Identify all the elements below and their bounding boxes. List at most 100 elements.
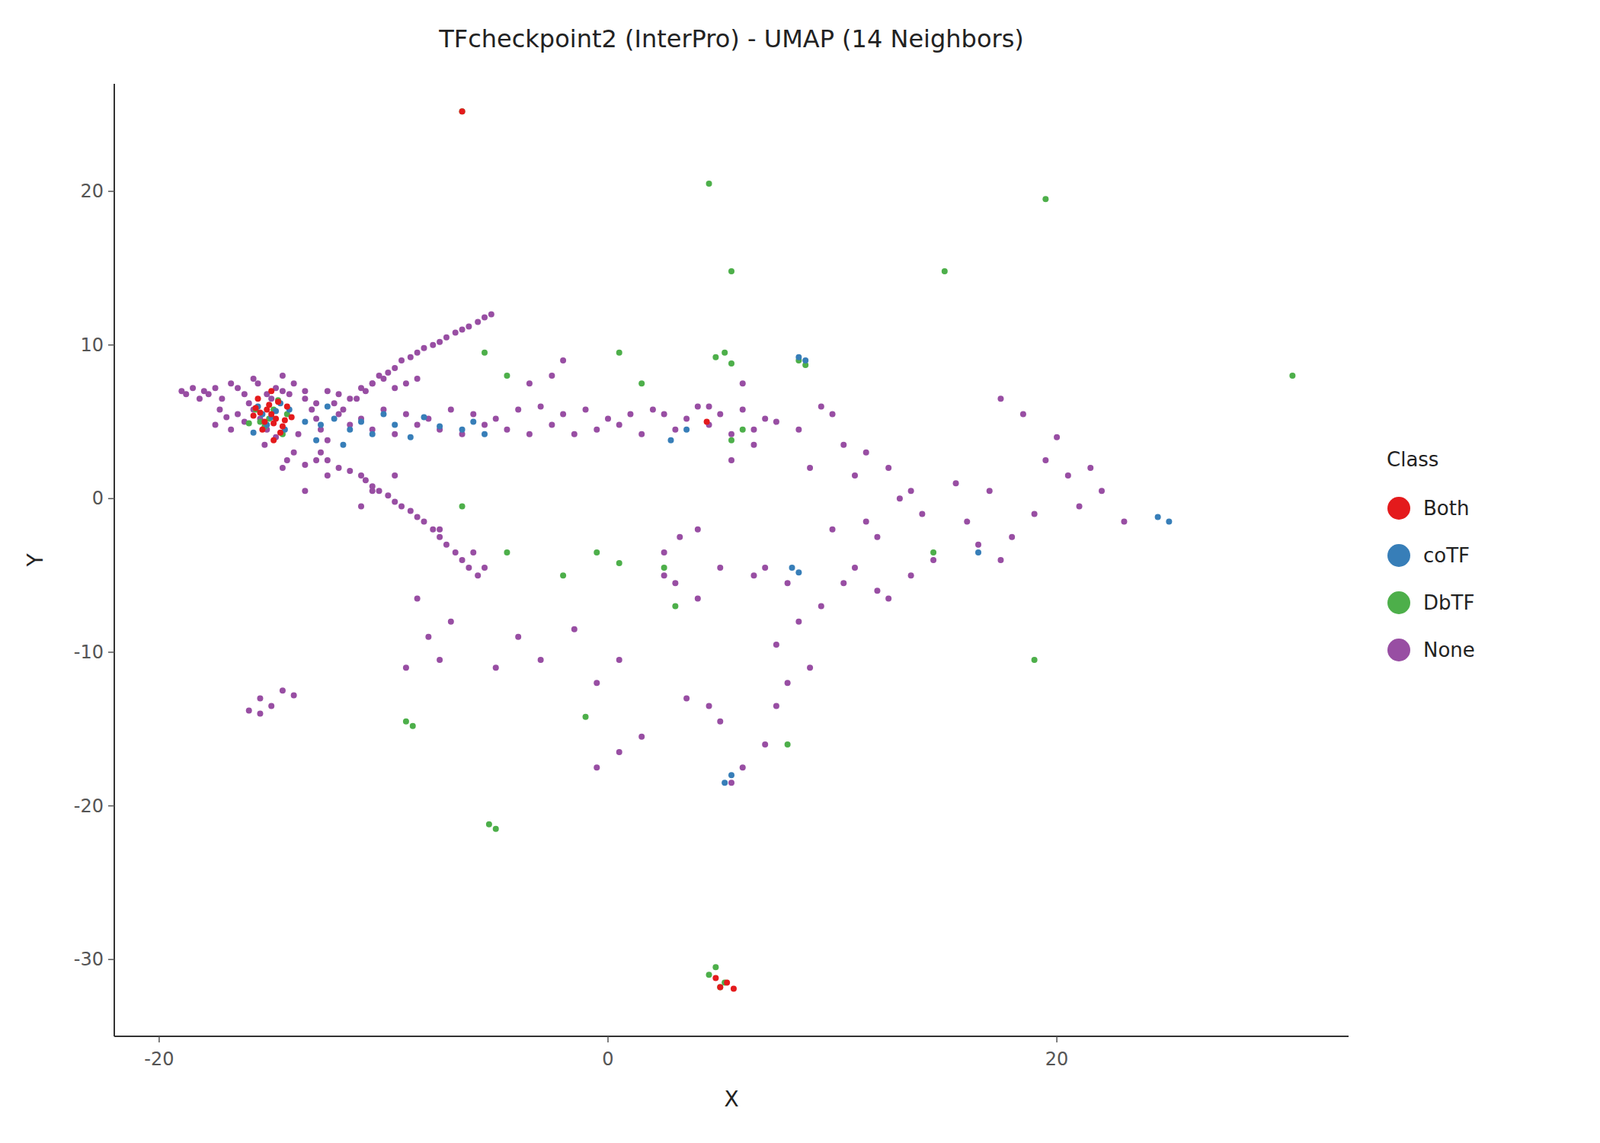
title: TFcheckpoint2 (InterPro) - UMAP (14 Neig… bbox=[438, 24, 1024, 54]
point bbox=[728, 360, 735, 367]
point bbox=[301, 419, 308, 426]
point bbox=[997, 395, 1004, 402]
point bbox=[716, 718, 724, 725]
point bbox=[291, 449, 298, 456]
point bbox=[661, 410, 668, 417]
point bbox=[1065, 472, 1072, 479]
point bbox=[250, 375, 257, 382]
point bbox=[789, 564, 796, 571]
point bbox=[324, 437, 331, 444]
point bbox=[268, 395, 275, 402]
point bbox=[414, 375, 421, 382]
point bbox=[672, 579, 679, 586]
point bbox=[353, 395, 360, 402]
point bbox=[459, 108, 466, 115]
point bbox=[398, 502, 405, 509]
x-tick bbox=[158, 1036, 160, 1043]
point bbox=[537, 403, 544, 410]
legend-label: None bbox=[1423, 638, 1476, 662]
point bbox=[486, 821, 493, 828]
point bbox=[863, 518, 870, 525]
point bbox=[301, 487, 308, 494]
point bbox=[795, 569, 802, 576]
y-tick-label: 20 bbox=[80, 180, 104, 202]
point bbox=[773, 419, 780, 426]
point bbox=[277, 429, 284, 436]
point bbox=[234, 384, 241, 391]
point bbox=[448, 406, 455, 413]
point bbox=[407, 434, 414, 441]
x-axis-line bbox=[114, 1035, 1349, 1037]
point bbox=[336, 410, 343, 417]
point bbox=[488, 310, 495, 317]
point bbox=[840, 441, 847, 448]
point bbox=[863, 449, 870, 456]
point bbox=[339, 441, 346, 448]
point bbox=[279, 423, 286, 430]
point bbox=[616, 349, 623, 356]
point bbox=[324, 457, 331, 464]
point bbox=[930, 549, 937, 556]
point bbox=[250, 429, 257, 436]
point bbox=[459, 502, 466, 509]
point bbox=[246, 420, 253, 427]
point bbox=[218, 395, 225, 402]
x-tick-label: 0 bbox=[601, 1048, 614, 1070]
point bbox=[313, 400, 320, 407]
point bbox=[728, 779, 735, 786]
point bbox=[391, 364, 398, 372]
point bbox=[308, 406, 315, 413]
point bbox=[212, 384, 219, 391]
point bbox=[593, 764, 600, 771]
point bbox=[452, 329, 459, 336]
series-points bbox=[250, 354, 1173, 786]
point bbox=[398, 357, 405, 364]
point bbox=[288, 414, 295, 421]
point bbox=[403, 664, 410, 671]
point bbox=[560, 410, 567, 417]
point bbox=[1053, 434, 1060, 441]
point bbox=[750, 426, 757, 433]
point bbox=[593, 679, 600, 686]
point bbox=[683, 416, 690, 423]
point bbox=[403, 410, 410, 417]
point bbox=[885, 464, 892, 471]
y-tick-label: -30 bbox=[73, 948, 104, 970]
point bbox=[268, 703, 275, 710]
point bbox=[548, 372, 555, 379]
point bbox=[259, 426, 266, 433]
point bbox=[1031, 656, 1038, 663]
y-tick bbox=[108, 958, 115, 960]
point bbox=[255, 395, 262, 402]
point bbox=[279, 464, 286, 471]
point bbox=[270, 420, 277, 427]
point bbox=[616, 656, 623, 663]
point bbox=[250, 412, 257, 419]
series-points bbox=[246, 108, 1296, 990]
point bbox=[313, 416, 320, 423]
point bbox=[706, 703, 713, 710]
point bbox=[369, 380, 376, 387]
point bbox=[189, 384, 196, 391]
chart: TFcheckpoint2 (InterPro) - UMAP (14 Neig… bbox=[0, 0, 1600, 1143]
point bbox=[403, 718, 410, 725]
point bbox=[256, 710, 263, 717]
point bbox=[313, 437, 320, 444]
point bbox=[661, 549, 668, 556]
point bbox=[1098, 487, 1105, 494]
point bbox=[818, 403, 825, 410]
point bbox=[380, 410, 387, 417]
point bbox=[420, 345, 427, 352]
x-axis-label: X bbox=[723, 1086, 739, 1112]
point bbox=[997, 556, 1004, 564]
point bbox=[255, 380, 262, 387]
point bbox=[750, 572, 757, 579]
point bbox=[712, 974, 719, 981]
point bbox=[384, 492, 391, 499]
point bbox=[526, 431, 533, 438]
point bbox=[503, 372, 510, 379]
point bbox=[223, 414, 230, 421]
point bbox=[403, 380, 410, 387]
point bbox=[178, 387, 185, 394]
series-points bbox=[250, 108, 737, 992]
